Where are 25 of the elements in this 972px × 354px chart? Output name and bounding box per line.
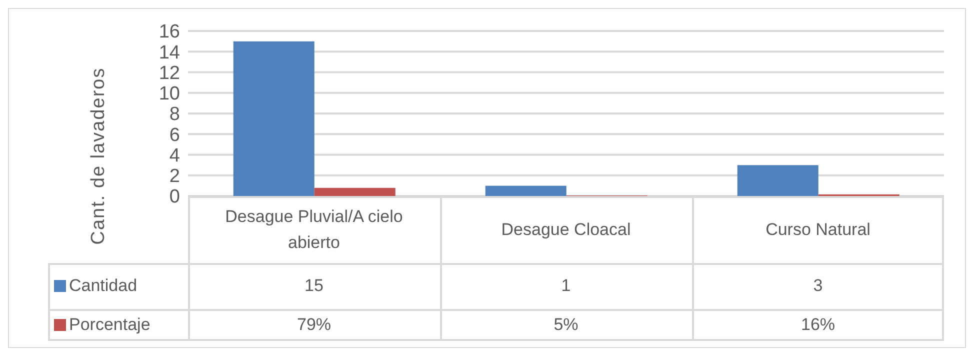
bar — [737, 165, 818, 196]
y-tick-label: 10 — [158, 84, 180, 105]
x-tick-label: Curso Natural — [764, 218, 872, 240]
y-tick-label: 16 — [158, 22, 180, 43]
data-label: 15 — [304, 275, 324, 297]
data-label: 5% — [552, 314, 580, 336]
y-axis-title: Cant. de lavaderos — [88, 67, 110, 245]
y-tick-label: 12 — [158, 62, 180, 84]
x-tick-label: Desague Pluvial/A cielo abierto — [224, 206, 404, 254]
y-tick-label: 0 — [169, 186, 180, 208]
data-label: 1 — [560, 275, 572, 297]
y-tick-label: 6 — [169, 124, 180, 146]
x-tick-label: Desague Cloacal — [500, 218, 632, 240]
bar — [233, 41, 314, 196]
legend-label: Porcentaje — [68, 314, 150, 336]
data-label: 3 — [812, 275, 824, 297]
y-tick-label: 4 — [169, 145, 180, 166]
y-tick-label: 2 — [169, 166, 180, 188]
bar — [485, 186, 566, 196]
y-tick-label: 14 — [158, 42, 180, 64]
bar — [314, 188, 396, 196]
y-tick-label: 8 — [169, 104, 180, 126]
data-label: 79% — [296, 314, 332, 336]
data-label: 16% — [800, 314, 836, 336]
legend-label: Cantidad — [68, 275, 138, 297]
